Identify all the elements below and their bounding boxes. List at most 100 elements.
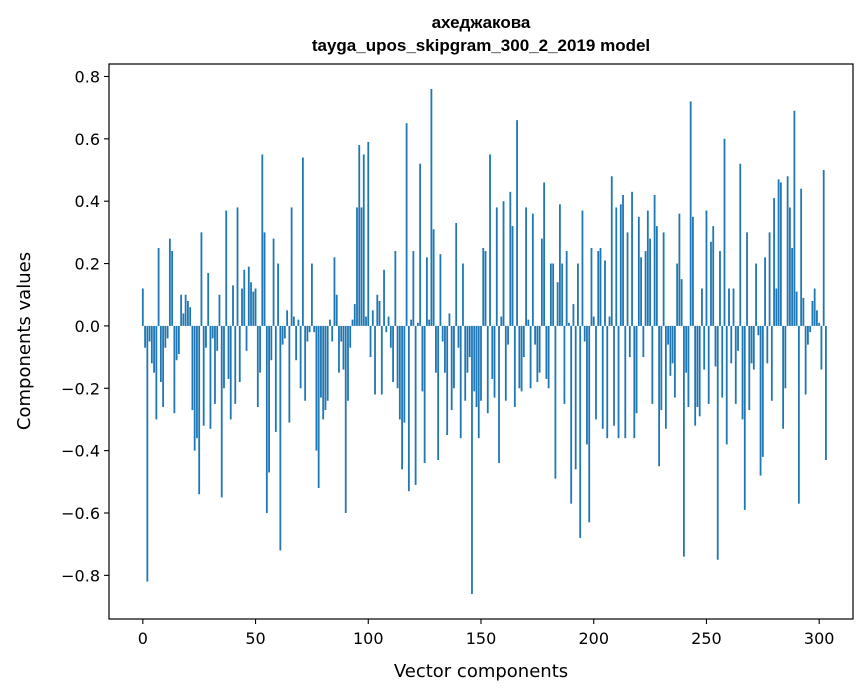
bar: [261, 154, 264, 326]
bar: [597, 251, 600, 326]
bar: [281, 325, 284, 345]
bar: [712, 226, 715, 326]
bar: [608, 316, 611, 326]
bar: [220, 325, 223, 498]
bar: [565, 251, 568, 326]
y-tick-label: −0.4: [61, 442, 100, 461]
bar: [335, 294, 338, 326]
bar: [637, 216, 640, 326]
bar: [680, 279, 683, 326]
bar: [540, 238, 543, 326]
bar: [421, 325, 424, 392]
bar: [466, 325, 469, 373]
bar: [148, 325, 151, 342]
bar: [536, 325, 539, 383]
bar: [588, 325, 591, 523]
x-tick-label: 200: [578, 629, 609, 648]
bar: [617, 325, 620, 439]
bar: [164, 325, 167, 348]
bar: [407, 325, 410, 492]
bar: [730, 325, 733, 364]
bar: [351, 319, 354, 326]
bar: [412, 251, 415, 326]
bar: [283, 325, 286, 339]
bar: [362, 154, 365, 326]
bar: [376, 294, 379, 326]
bar: [773, 198, 775, 326]
bar: [268, 325, 270, 473]
bar: [236, 207, 239, 326]
bar: [277, 263, 279, 326]
bar: [498, 325, 500, 464]
bar: [531, 213, 534, 326]
bar: [464, 325, 467, 401]
bar: [159, 325, 162, 383]
bar: [689, 101, 692, 326]
bar: [475, 325, 478, 407]
bar: [707, 325, 710, 404]
bar: [610, 176, 613, 326]
bar: [613, 325, 615, 426]
bar: [214, 325, 216, 404]
bar: [518, 325, 521, 389]
bar: [365, 316, 367, 326]
bar-series: [141, 88, 827, 595]
bar: [577, 263, 579, 326]
bar: [205, 325, 207, 348]
bar: [369, 325, 372, 358]
bar: [171, 251, 174, 326]
bar: [622, 194, 624, 326]
bar: [759, 325, 762, 476]
bar: [549, 263, 552, 326]
bar: [477, 325, 480, 439]
bar: [441, 325, 444, 342]
bar: [658, 325, 661, 467]
bar: [606, 325, 609, 439]
y-axis-label: Components values: [14, 252, 35, 430]
bar: [534, 325, 537, 345]
bar: [347, 325, 349, 401]
bar: [750, 325, 753, 364]
bar: [392, 325, 394, 383]
bar: [435, 325, 437, 373]
bar: [671, 325, 674, 364]
bar: [353, 304, 356, 326]
bar: [527, 319, 530, 326]
bar: [583, 325, 586, 342]
x-tick-label: 300: [804, 629, 835, 648]
bar: [683, 325, 685, 557]
bar: [193, 325, 196, 451]
bar: [360, 207, 363, 326]
bar: [234, 325, 237, 404]
bar: [455, 223, 458, 326]
chart-subtitle: tayga_upos_skipgram_300_2_2019 model: [312, 36, 650, 55]
bar: [153, 325, 155, 373]
bar: [800, 188, 803, 326]
bar: [394, 251, 397, 326]
bar: [646, 210, 649, 326]
bar: [716, 325, 719, 560]
bar: [333, 257, 336, 326]
bar: [387, 316, 390, 326]
y-tick-label: 0.0: [75, 317, 100, 336]
bar: [628, 325, 631, 358]
bar: [552, 263, 555, 326]
bar: [468, 325, 471, 358]
bar: [414, 325, 417, 485]
bar: [710, 241, 712, 326]
bar: [493, 325, 496, 398]
bar: [270, 325, 273, 361]
bar: [701, 288, 703, 326]
bar: [816, 310, 818, 326]
bar: [326, 325, 329, 401]
bar: [157, 247, 160, 326]
plot-area-frame: [108, 63, 854, 620]
bar: [439, 254, 442, 326]
bar: [615, 207, 618, 326]
y-tick-label: 0.6: [75, 130, 100, 149]
bar: [604, 260, 606, 326]
bar: [520, 325, 523, 392]
bar: [141, 288, 144, 326]
bar: [525, 207, 527, 326]
bar: [678, 213, 681, 326]
